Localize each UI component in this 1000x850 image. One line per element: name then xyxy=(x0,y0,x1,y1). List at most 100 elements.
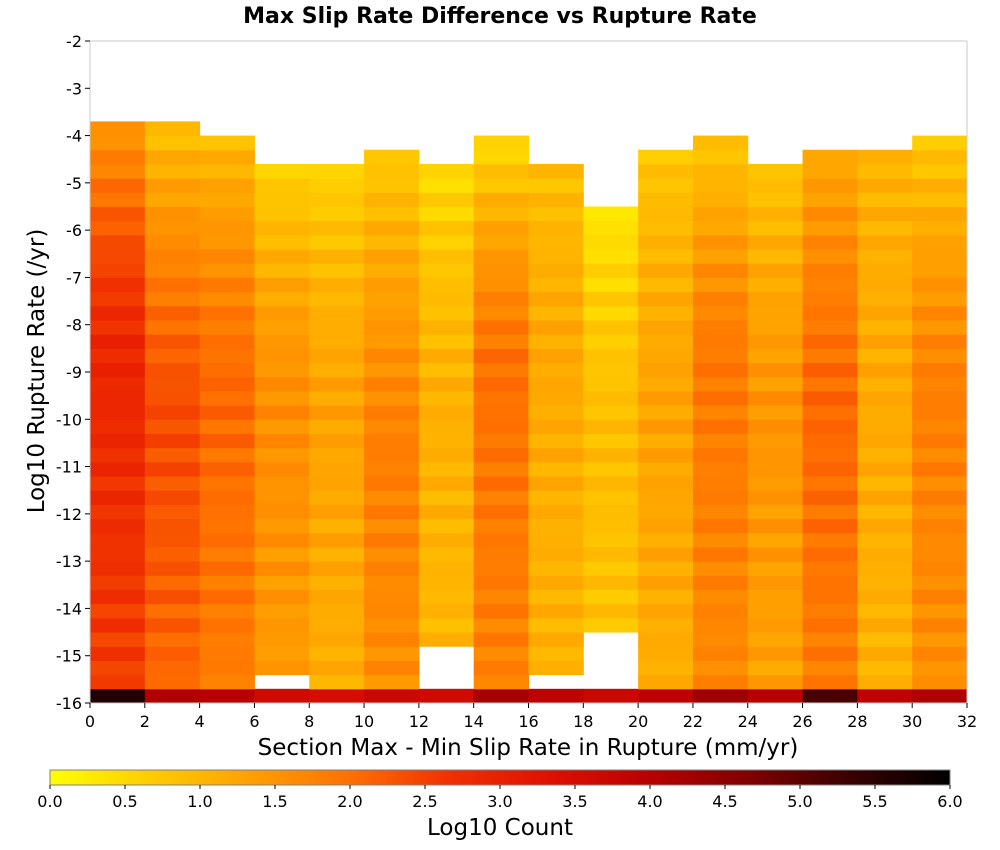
heatmap-cell xyxy=(199,674,255,690)
heatmap-cell xyxy=(857,603,913,619)
heatmap-cell xyxy=(364,234,420,250)
heatmap-cell xyxy=(638,405,694,420)
heatmap-cell xyxy=(912,674,968,690)
heatmap-cell xyxy=(857,674,913,690)
heatmap-cell xyxy=(528,390,584,406)
heatmap-cell xyxy=(309,461,365,477)
x-axis-ticks: 0 2 4 6 8 10 12 14 16 18 20 22 24 26 28 30 32 xyxy=(85,703,977,731)
heatmap-cell xyxy=(912,220,968,236)
heatmap-cell xyxy=(254,490,310,505)
heatmap-cell xyxy=(418,419,475,434)
heatmap-cell xyxy=(747,263,804,278)
heatmap-cell xyxy=(583,405,639,420)
heatmap-cell xyxy=(692,362,749,378)
heatmap-cell xyxy=(802,603,858,619)
heatmap-cell xyxy=(90,518,146,534)
heatmap-cell xyxy=(309,234,365,250)
heatmap-cell xyxy=(199,319,255,335)
colorbar-tick-label: 0.0 xyxy=(37,792,62,811)
heatmap-cell xyxy=(144,291,201,307)
colorbar-tick-label: 4.0 xyxy=(637,792,662,811)
heatmap-cell xyxy=(638,532,694,548)
heatmap-cell xyxy=(199,461,255,477)
heatmap-cell xyxy=(199,249,255,264)
heatmap-cell xyxy=(144,163,201,179)
heatmap-cell xyxy=(364,660,420,676)
heatmap-cell xyxy=(528,617,584,633)
heatmap-cell xyxy=(583,603,639,619)
heatmap-cell xyxy=(418,433,475,449)
heatmap-cell xyxy=(309,561,365,576)
heatmap-cell xyxy=(144,234,201,250)
heatmap-cell xyxy=(144,135,201,151)
heatmap-cell xyxy=(90,646,146,661)
heatmap-cell xyxy=(473,277,529,293)
heatmap-cell xyxy=(692,419,749,434)
heatmap-cell xyxy=(309,163,365,179)
heatmap-cell xyxy=(144,688,201,704)
heatmap-cell xyxy=(144,419,201,434)
heatmap-cell xyxy=(692,220,749,236)
heatmap-cell xyxy=(309,220,365,236)
heatmap-cell xyxy=(254,688,310,704)
heatmap-cell xyxy=(638,461,694,477)
heatmap-cell xyxy=(90,291,146,307)
heatmap-cell xyxy=(364,220,420,236)
heatmap-cell xyxy=(309,476,365,491)
heatmap-cell xyxy=(364,447,420,463)
heatmap-cell xyxy=(309,390,365,406)
colorbar-tick-label: 0.5 xyxy=(112,792,137,811)
heatmap-cell xyxy=(857,305,913,321)
heatmap-cell xyxy=(528,476,584,491)
heatmap-cell xyxy=(144,490,201,505)
heatmap-cell xyxy=(418,589,475,605)
heatmap-cell xyxy=(90,178,146,193)
heatmap-cell xyxy=(583,376,639,392)
heatmap-cell xyxy=(692,291,749,307)
heatmap-cell xyxy=(309,178,365,193)
heatmap-cell xyxy=(199,234,255,250)
heatmap-cell xyxy=(857,532,913,548)
heatmap-cell xyxy=(144,561,201,576)
heatmap-cell xyxy=(473,291,529,307)
heatmap-cell xyxy=(857,234,913,250)
heatmap-cell xyxy=(857,405,913,420)
heatmap-cell xyxy=(528,234,584,250)
x-tick-label: 30 xyxy=(902,712,922,731)
heatmap-cell xyxy=(802,149,858,165)
heatmap-cell xyxy=(802,646,858,661)
heatmap-cell xyxy=(199,149,255,165)
heatmap-cell xyxy=(528,632,584,647)
heatmap-cell xyxy=(638,476,694,491)
heatmap-cell xyxy=(583,575,639,591)
heatmap-cell xyxy=(473,263,529,278)
heatmap-cell xyxy=(583,476,639,491)
heatmap-cell xyxy=(254,305,310,321)
heatmap-cell xyxy=(199,263,255,278)
heatmap-cell xyxy=(802,546,858,562)
heatmap-cell xyxy=(912,263,968,278)
colorbar-ticks: 0.0 0.5 1.0 1.5 2.0 2.5 3.0 3.5 4.0 4.5 5.0 5.5 6.0 xyxy=(37,785,963,811)
heatmap-cell xyxy=(747,532,804,548)
x-tick-label: 0 xyxy=(85,712,95,731)
heatmap-cell xyxy=(364,561,420,576)
heatmap-cell xyxy=(90,348,146,364)
y-tick-label: -2 xyxy=(66,32,82,51)
heatmap-cell xyxy=(309,334,365,349)
y-tick-label: -14 xyxy=(56,599,82,618)
heatmap-cell xyxy=(857,192,913,207)
heatmap-cell xyxy=(638,617,694,633)
heatmap-cell xyxy=(528,646,584,661)
heatmap-cell xyxy=(473,192,529,207)
heatmap-cell xyxy=(199,476,255,491)
heatmap-cell xyxy=(144,518,201,534)
x-tick-label: 22 xyxy=(683,712,703,731)
heatmap-cell xyxy=(254,234,310,250)
heatmap-cell xyxy=(254,163,310,179)
heatmap-cell xyxy=(364,490,420,505)
heatmap-cell xyxy=(473,476,529,491)
heatmap-cell xyxy=(747,476,804,491)
heatmap-cell xyxy=(144,575,201,591)
heatmap-cell xyxy=(90,660,146,676)
heatmap-cell xyxy=(199,405,255,420)
